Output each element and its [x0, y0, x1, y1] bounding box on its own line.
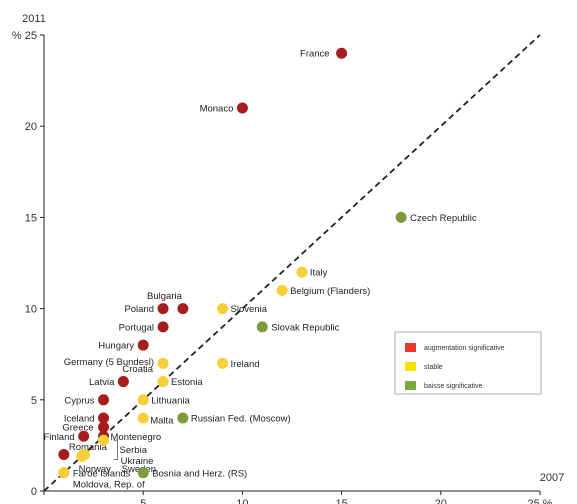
legend-swatch-baisse-significative	[405, 381, 416, 390]
ticks: 5 10 15 20 25 % 0 5 10 15 20 % 25	[12, 30, 553, 504]
point-label-serbia: Serbia	[120, 445, 148, 456]
point-label-portugal: Portugal	[119, 322, 154, 333]
point-germany-5-bundesl	[157, 357, 169, 369]
legend-label-augmentation-significative: augmentation significative	[424, 345, 505, 352]
point-label-estonia: Estonia	[171, 377, 203, 388]
point-bosnia-and-herz-rs	[137, 467, 149, 479]
point-label-bosnia-and-herz-rs: Bosnia and Herz. (RS)	[152, 468, 247, 479]
point-label-greece: Greece	[62, 423, 93, 434]
point-monaco	[236, 102, 248, 114]
y-tick-label: 15	[25, 212, 37, 224]
axes	[43, 35, 540, 492]
y-tick-label: 10	[25, 304, 37, 316]
data-points	[58, 47, 407, 479]
point-label-italy: Italy	[310, 268, 328, 279]
x-tick-label: 5	[140, 498, 146, 504]
point-label-slovenia: Slovenia	[231, 304, 268, 315]
point-romania	[58, 449, 70, 461]
point-finland	[78, 430, 90, 442]
point-slovenia	[217, 303, 229, 315]
legend-label-stable: stable	[424, 364, 443, 371]
point-label-ukraine: Ukraine	[121, 456, 154, 467]
point-label-czech-republic: Czech Republic	[410, 213, 477, 224]
point-iceland	[98, 412, 110, 424]
point-malta	[137, 412, 149, 424]
point-hungary	[137, 339, 149, 351]
point-label-moldova-rep-of: Moldova, Rep. of	[73, 479, 145, 490]
point-label-norway: Norway	[79, 464, 111, 475]
x-tick-label: 20	[435, 498, 447, 504]
point-label-lithuania: Lithuania	[151, 395, 190, 406]
point-belgium-flanders	[276, 284, 288, 296]
x-tick-label: 10	[236, 498, 248, 504]
y-tick-label: 0	[31, 486, 37, 498]
y-tick-label: 20	[25, 121, 37, 133]
point-label-montenegro: Montenegro	[111, 432, 162, 443]
x-tick-label: 15	[335, 498, 347, 504]
point-estonia	[157, 376, 169, 388]
point-latvia	[117, 376, 129, 388]
legend-swatch-stable	[405, 362, 416, 371]
point-serbia	[98, 434, 110, 446]
point-label-monaco: Monaco	[200, 103, 234, 114]
point-bulgaria	[177, 303, 189, 315]
point-slovak-republic	[256, 321, 268, 333]
point-label-croatia: Croatia	[122, 364, 153, 375]
point-label-romania: Romania	[69, 442, 108, 453]
point-france	[336, 47, 348, 59]
point-label-latvia: Latvia	[89, 377, 115, 388]
point-lithuania	[137, 394, 149, 406]
point-label-finland: Finland	[44, 432, 75, 443]
point-italy	[296, 266, 308, 278]
point-russian-fed-moscow	[177, 412, 189, 424]
point-label-germany-5-bundesl: Germany (5 Bundesl)	[64, 357, 154, 368]
point-label-ireland: Ireland	[231, 359, 260, 370]
y-tick-label: % 25	[12, 30, 37, 42]
point-greece	[98, 421, 110, 433]
legend-swatch-augmentation-significative	[405, 343, 416, 352]
point-label-iceland: Iceland	[64, 414, 95, 425]
x-tick-label: 25 %	[527, 498, 552, 504]
cluster-bracket	[113, 439, 118, 460]
point-label-bulgaria: Bulgaria	[147, 291, 183, 302]
point-label-cyprus: Cyprus	[64, 395, 94, 406]
x-axis-title: 2007	[540, 472, 564, 484]
point-cyprus	[98, 394, 110, 406]
legend-label-baisse-significative: baisse significative	[424, 383, 482, 390]
point-czech-republic	[395, 211, 407, 223]
point-ireland	[217, 357, 229, 369]
y-axis-title: 2011	[22, 13, 46, 25]
point-moldova-rep-of	[58, 467, 70, 479]
reference-diagonal-line	[43, 34, 541, 492]
legend: augmentation significative stable baisse s…	[394, 331, 542, 395]
y-tick-label: 5	[31, 395, 37, 407]
point-labels: France Monaco Czech Republic Italy Belgium (…	[44, 49, 477, 491]
point-label-hungary: Hungary	[98, 341, 134, 352]
point-label-faroe-islands: Faroe Islands	[73, 468, 131, 479]
point-label-slovak-republic: Slovak Republic	[271, 322, 339, 333]
point-label-malta: Malta	[150, 416, 174, 427]
point-label-russian-fed-moscow: Russian Fed. (Moscow)	[191, 414, 291, 425]
legend-box	[394, 331, 542, 395]
point-poland	[157, 303, 169, 315]
point-portugal	[157, 321, 169, 333]
point-label-france: France	[300, 49, 330, 60]
point-label-poland: Poland	[124, 304, 154, 315]
point-label-belgium-flanders: Belgium (Flanders)	[290, 286, 370, 297]
point-norway	[76, 451, 88, 463]
